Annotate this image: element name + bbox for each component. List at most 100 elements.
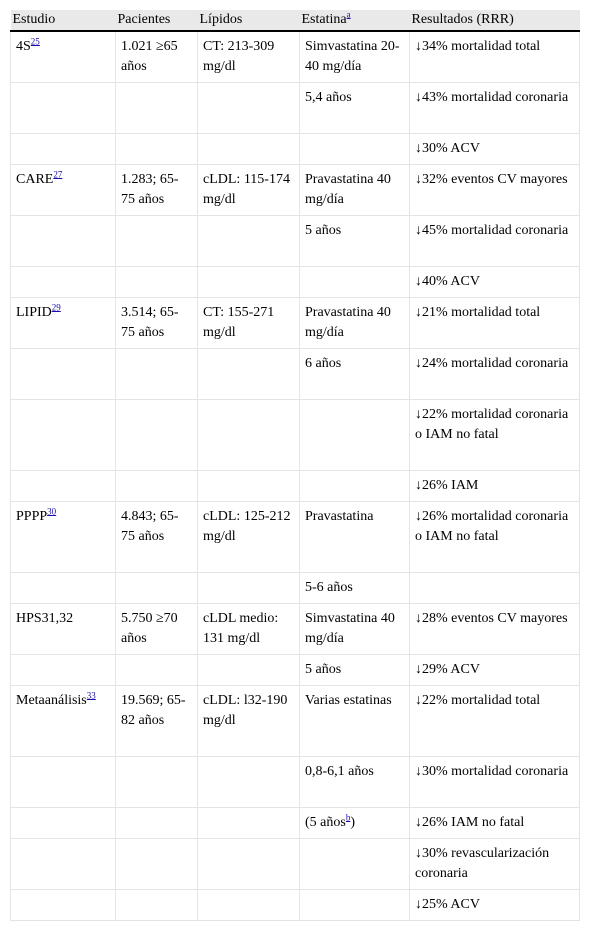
cell-resultado: ↓40% ACV xyxy=(409,266,580,298)
cell-pacientes xyxy=(115,348,198,400)
cell-pacientes xyxy=(115,399,198,471)
cell-resultado: ↓32% eventos CV mayores xyxy=(409,164,580,216)
reference-link[interactable]: 33 xyxy=(86,690,96,701)
cell-pacientes xyxy=(115,133,198,165)
statin-trials-table: Estudio Pacientes Lípidos Estatinaa Resu… xyxy=(10,10,580,921)
cell-resultado: ↓25% ACV xyxy=(409,889,580,921)
cell-estatina: Simvastatina 20-40 mg/día xyxy=(299,31,410,83)
cell-lipidos xyxy=(197,215,300,267)
cell-lipidos xyxy=(197,399,300,471)
header-estatina: Estatinaa xyxy=(299,9,410,32)
estatina-text: 6 años xyxy=(305,356,342,371)
cell-lipidos xyxy=(197,838,300,890)
cell-estatina xyxy=(299,838,410,890)
table-row: 5,4 años ↓43% mortalidad coronaria xyxy=(10,82,580,134)
estatina-text: 5 años xyxy=(305,223,342,238)
cell-resultado: ↓30% ACV xyxy=(409,133,580,165)
reference-link[interactable]: 27 xyxy=(53,169,63,180)
estatina-text: 5-6 años xyxy=(305,580,353,595)
cell-pacientes xyxy=(115,82,198,134)
cell-estatina: Pravastatina xyxy=(299,501,410,573)
table-row: ↓22% mortalidad coronaria o IAM no fatal xyxy=(10,399,580,471)
cell-lipidos xyxy=(197,82,300,134)
cell-estudio xyxy=(10,889,116,921)
cell-pacientes xyxy=(115,807,198,839)
header-resultados: Resultados (RRR) xyxy=(409,10,580,32)
cell-lipidos xyxy=(197,266,300,298)
cell-estudio xyxy=(10,348,116,400)
cell-estatina: 5-6 años xyxy=(299,572,410,604)
cell-estudio xyxy=(10,82,116,134)
estudio-name: 4S xyxy=(16,39,31,54)
table-row: 0,8-6,1 años ↓30% mortalidad coronaria xyxy=(10,756,580,808)
estudio-name: HPS31,32 xyxy=(16,611,74,626)
cell-pacientes: 1.021 ≥65 años xyxy=(115,31,198,83)
table-row: 4S25 1.021 ≥65 años CT: 213-309 mg/dl Simva… xyxy=(10,31,580,83)
estudio-name: PPPP xyxy=(16,509,48,524)
cell-lipidos xyxy=(197,807,300,839)
cell-estatina: 6 años xyxy=(299,348,410,400)
table-row: ↓25% ACV xyxy=(10,889,580,921)
cell-lipidos xyxy=(197,889,300,921)
estatina-text: 5 años xyxy=(305,662,342,677)
table-row: LIPID29 3.514; 65-75 años CT: 155-271 mg/d… xyxy=(10,297,580,349)
cell-pacientes xyxy=(115,266,198,298)
cell-estudio: CARE27 xyxy=(10,164,116,216)
table-row: ↓26% IAM xyxy=(10,470,580,502)
cell-estudio xyxy=(10,838,116,890)
cell-lipidos: CT: 213-309 mg/dl xyxy=(197,31,300,83)
estatina-text-after: ) xyxy=(350,815,355,830)
cell-estudio xyxy=(10,266,116,298)
header-estatina-label: Estatina xyxy=(301,12,347,27)
cell-estatina xyxy=(299,470,410,502)
table-body: 4S25 1.021 ≥65 años CT: 213-309 mg/dl Simva… xyxy=(10,31,580,921)
cell-lipidos xyxy=(197,470,300,502)
header-estudio: Estudio xyxy=(10,10,116,32)
reference-link[interactable]: 25 xyxy=(30,36,40,47)
cell-lipidos xyxy=(197,572,300,604)
cell-lipidos: cLDL: 125-212 mg/dl xyxy=(197,501,300,573)
cell-lipidos xyxy=(197,348,300,400)
cell-resultado: ↓29% ACV xyxy=(409,654,580,686)
estatina-text: (5 años xyxy=(305,815,346,830)
cell-pacientes xyxy=(115,470,198,502)
cell-estatina: Varias estatinas xyxy=(299,685,410,757)
reference-link[interactable]: 29 xyxy=(51,302,61,313)
cell-estatina: (5 añosb) xyxy=(299,807,410,839)
cell-pacientes xyxy=(115,838,198,890)
table-row: ↓40% ACV xyxy=(10,266,580,298)
estatina-text: Pravastatina 40 mg/día xyxy=(305,305,391,340)
footnote-b-link[interactable]: b xyxy=(345,812,351,823)
table-header-row: Estudio Pacientes Lípidos Estatinaa Resu… xyxy=(10,9,580,32)
cell-pacientes: 4.843; 65-75 años xyxy=(115,501,198,573)
cell-estatina xyxy=(299,133,410,165)
cell-resultado: ↓34% mortalidad total xyxy=(409,31,580,83)
cell-estudio: PPPP30 xyxy=(10,501,116,573)
cell-estudio xyxy=(10,470,116,502)
estudio-name: LIPID xyxy=(16,305,52,320)
estatina-text: Simvastatina 20-40 mg/día xyxy=(305,39,400,74)
table-row: HPS31,32 5.750 ≥70 años cLDL medio: 131 mg… xyxy=(10,603,580,655)
cell-estatina xyxy=(299,266,410,298)
estudio-name: Metaanálisis xyxy=(16,693,87,708)
table-row: 5-6 años xyxy=(10,572,580,604)
reference-link[interactable]: 30 xyxy=(47,506,57,517)
cell-estatina xyxy=(299,399,410,471)
cell-pacientes: 5.750 ≥70 años xyxy=(115,603,198,655)
cell-estudio xyxy=(10,572,116,604)
table-row: CARE27 1.283; 65-75 años cLDL: 115-174 mg/… xyxy=(10,164,580,216)
cell-estatina: 5 años xyxy=(299,654,410,686)
cell-lipidos: cLDL: 115-174 mg/dl xyxy=(197,164,300,216)
cell-resultado: ↓30% revascularización coronaria xyxy=(409,838,580,890)
cell-pacientes xyxy=(115,756,198,808)
cell-resultado: ↓24% mortalidad coronaria xyxy=(409,348,580,400)
cell-pacientes: 1.283; 65-75 años xyxy=(115,164,198,216)
cell-lipidos: cLDL medio: 131 mg/dl xyxy=(197,603,300,655)
cell-resultado: ↓30% mortalidad coronaria xyxy=(409,756,580,808)
cell-resultado: ↓26% IAM no fatal xyxy=(409,807,580,839)
cell-lipidos: cLDL: l32-190 mg/dl xyxy=(197,685,300,757)
cell-resultado: ↓28% eventos CV mayores xyxy=(409,603,580,655)
table-row: (5 añosb) ↓26% IAM no fatal xyxy=(10,807,580,839)
cell-lipidos xyxy=(197,133,300,165)
footnote-a-link[interactable]: a xyxy=(346,9,351,20)
